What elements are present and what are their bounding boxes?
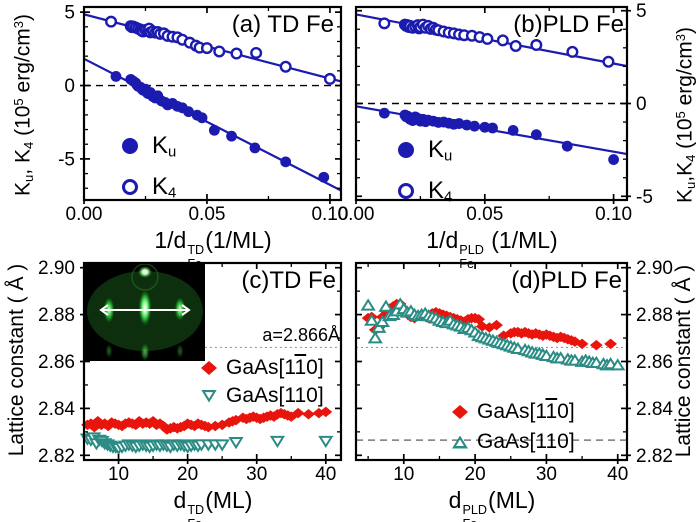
legend-item-ku: Ku [398, 136, 452, 165]
panel-b-x-axis-label: 1/d PLD Fe (1/ML) [426, 227, 558, 272]
y-tick-label: 2.90 [38, 258, 75, 279]
panel-b-legend: Ku K4 [398, 136, 452, 205]
x-tick-label: 20 [177, 464, 198, 485]
legend-label: GaAs[110] [226, 356, 324, 379]
panel-d-legend: GaAs[110] GaAs[110] [452, 400, 575, 454]
specular-spot [138, 266, 152, 278]
k4-open-circle-marker-icon [398, 183, 414, 200]
y-tick-label: 2.84 [38, 399, 75, 420]
x-tick-label: 0.00 [66, 204, 103, 225]
y-tick-label: 2.82 [38, 446, 75, 467]
y-tick-label: 2.86 [38, 352, 75, 373]
y-tick-label: -5 [58, 149, 75, 170]
lattice-constant-annotation: a=2.866Å [262, 325, 340, 345]
x-tick-label: 30 [246, 464, 267, 485]
panel-d-plot: 10 20 30 40 2.90 2.88 2.86 2.84 2.82 [354, 258, 673, 485]
panel-c-title: (c)TD Fe [241, 267, 336, 294]
rheed-pattern-inset [85, 263, 205, 361]
legend-item-gaas-1-10: GaAs[110] [452, 400, 575, 424]
y-tick-label: 0 [636, 94, 647, 115]
legend-label: GaAs[110] [477, 400, 575, 423]
x-tick-label: 0.05 [188, 204, 225, 225]
y-tick-label: 2.84 [636, 399, 673, 420]
x-tick-label: 40 [315, 464, 336, 485]
red-diamond-marker-icon [452, 405, 468, 419]
k4-open-circle-marker-icon [122, 179, 138, 196]
legend-label: Ku [428, 136, 453, 165]
x-tick-label: 10 [108, 464, 129, 485]
x-tick-label: 0.00 [338, 204, 375, 225]
legend-label: GaAs[110] [477, 430, 575, 453]
panel-a-x-axis-label: 1/dTDFe(1/ML) [154, 227, 272, 271]
legend-item-gaas-110: GaAs[110] [452, 430, 575, 454]
legend-label: GaAs[110] [226, 384, 324, 407]
x-tick-label: 10 [393, 464, 414, 485]
legend-item-ku: Ku [122, 132, 176, 161]
legend-item-k4: K4 [122, 172, 177, 202]
panel-a-title: (a) TD Fe [231, 11, 334, 38]
x-tick-label: 0.10 [311, 204, 348, 225]
y-tick-label: 2.88 [636, 305, 673, 326]
legend-label: K4 [152, 172, 177, 202]
legend-item-gaas-110: GaAs[110] [201, 384, 324, 408]
y-tick-label: 5 [636, 1, 647, 22]
y-tick-label: 0 [64, 76, 75, 97]
panel-b-y-axis-label: Ku,K4 (105 erg/cm3) [673, 26, 698, 204]
legend-label: Ku [152, 132, 177, 161]
panel-c-plot: 10 20 30 40 2.90 2.88 2.86 2.84 2.82 [38, 258, 343, 485]
x-tick-label: 30 [536, 464, 557, 485]
panel-a-y-axis-label: Ku, K4 (105 erg/cm3) [11, 14, 36, 196]
x-tick-label: 0.10 [595, 204, 632, 225]
panel-d-title: (d)PLD Fe [511, 267, 622, 294]
panel-c-y-axis-label: Lattice constant ( Å ) [5, 263, 28, 457]
open-triangle-marker-icon [452, 435, 468, 449]
legend-item-k4: K4 [398, 176, 453, 206]
red-diamond-marker-icon [201, 361, 217, 375]
panel-c-legend: GaAs[110] GaAs[110] [201, 356, 324, 408]
panel-a-legend: Ku K4 [122, 132, 176, 201]
x-tick-label: 20 [465, 464, 486, 485]
panel-d-y-axis-label: Lattice constant ( Å ) [672, 264, 695, 458]
panel-a-plot: 0.00 0.05 0.10 5 0 -5 [58, 3, 348, 225]
rheed-image [85, 263, 205, 361]
legend-item-gaas-1-10: GaAs[110] [201, 356, 324, 380]
ku-filled-circle-marker-icon [398, 142, 414, 159]
x-tick-label: 40 [607, 464, 628, 485]
panel-c-x-axis-label: dTDFe(ML) [173, 487, 253, 522]
y-tick-label: 2.82 [636, 446, 673, 467]
panel-b-plot: 0.00 0.05 0.10 5 0 -5 [338, 1, 653, 225]
y-tick-label: 2.88 [38, 305, 75, 326]
y-tick-label: 2.90 [636, 258, 673, 279]
open-triangle-marker-icon [201, 389, 217, 403]
legend-label: K4 [428, 176, 453, 206]
y-tick-label: -5 [636, 187, 653, 208]
ku-filled-circle-marker-icon [122, 138, 138, 155]
double-arrow-icon [99, 304, 191, 316]
y-tick-label: 5 [64, 3, 75, 24]
x-tick-label: 0.05 [466, 204, 503, 225]
y-tick-label: 2.86 [636, 352, 673, 373]
panel-b-title: (b)PLD Fe [513, 11, 624, 38]
diffraction-streak-center [138, 290, 152, 326]
